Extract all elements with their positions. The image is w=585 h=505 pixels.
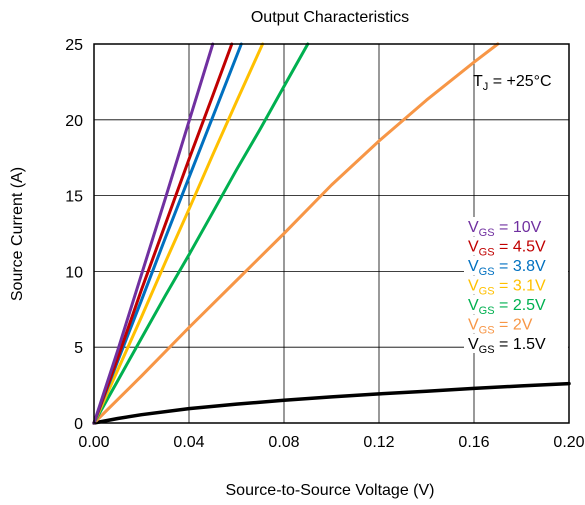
x-tick-label: 0.00: [78, 434, 109, 451]
legend-entry-main: V: [468, 278, 479, 295]
legend-entry-background: [464, 217, 568, 236]
legend-entry-value: = 2V: [495, 317, 533, 334]
legend-entry-value: = 2.5V: [495, 297, 546, 314]
legend-entry-value: = 3.1V: [495, 278, 546, 295]
legend-entry: VGS = 4.5V: [468, 239, 546, 259]
legend-entry-subscript: GS: [479, 286, 495, 298]
legend-entry-value: = 4.5V: [495, 239, 546, 256]
legend-entry-value: = 1.5V: [495, 336, 546, 353]
legend-entry-background: [464, 236, 568, 256]
series-line: [92, 42, 265, 425]
x-axis-label: Source-to-Source Voltage (V): [226, 482, 435, 499]
legend-entry-background: [464, 275, 568, 295]
legend-entry-main: V: [468, 297, 479, 314]
y-tick-label: 25: [65, 37, 83, 54]
series-line: [92, 381, 571, 425]
annotation-subscript: J: [483, 81, 489, 93]
annotation-suffix: = +25°C: [488, 73, 551, 90]
legend-entry-subscript: GS: [479, 305, 495, 317]
x-tick-label: 0.08: [268, 434, 299, 451]
legend-entry-value: = 3.8V: [495, 258, 546, 275]
legend-entry-subscript: GS: [479, 247, 495, 259]
y-tick-label: 0: [74, 416, 83, 433]
legend-entry-subscript: GS: [479, 325, 495, 337]
series-line: [92, 42, 234, 425]
x-tick-label: 0.12: [363, 434, 394, 451]
legend-entry-main: V: [468, 317, 479, 334]
legend-entry: VGS = 2.5V: [468, 297, 546, 317]
annotation-prefix: T: [473, 73, 483, 90]
y-tick-label: 10: [65, 264, 83, 281]
y-axis-label: Source Current (A): [9, 167, 26, 301]
y-tick-labels: 0 5 10 15 20 25: [65, 37, 83, 433]
legend-entry: VGS = 1.5V: [468, 336, 546, 356]
legend-entry-main: V: [468, 258, 479, 275]
legend-entry: VGS = 2V: [468, 317, 533, 337]
plot-frame: [93, 43, 570, 424]
chart-title: Output Characteristics: [251, 9, 409, 26]
legend-entry: VGS = 3.1V: [468, 278, 546, 298]
y-tick-label: 5: [74, 340, 83, 357]
legend-entry: VGS = 3.8V: [468, 258, 546, 278]
x-tick-label: 0.16: [458, 434, 489, 451]
legend-entry-main: V: [468, 239, 479, 256]
legend-entry-subscript: GS: [479, 227, 495, 239]
x-tick-label: 0.04: [173, 434, 204, 451]
x-tick-label: 0.20: [553, 434, 584, 451]
legend-entry-value: = 10V: [495, 219, 542, 236]
legend-entry-background: [464, 314, 568, 334]
series-lines: [92, 42, 571, 425]
series-line: [92, 42, 310, 425]
legend-entry-background: [464, 334, 568, 353]
series-line: [92, 42, 215, 425]
legend-entry-subscript: GS: [479, 344, 495, 356]
x-tick-labels: 0.00 0.04 0.08 0.12 0.16 0.20: [78, 434, 584, 451]
legend-entry: VGS = 10V: [468, 219, 542, 239]
legend-entry-main: V: [468, 336, 479, 353]
temperature-annotation: TJ = +25°C: [473, 73, 552, 93]
legend-entry-background: [464, 256, 568, 275]
series-line: [92, 42, 500, 425]
legend-entry-main: V: [468, 219, 479, 236]
legend-entry-subscript: GS: [479, 266, 495, 278]
grid-lines: [94, 44, 569, 423]
y-tick-label: 15: [65, 189, 83, 206]
y-tick-label: 20: [65, 113, 83, 130]
legend-entry-background: [464, 295, 568, 314]
